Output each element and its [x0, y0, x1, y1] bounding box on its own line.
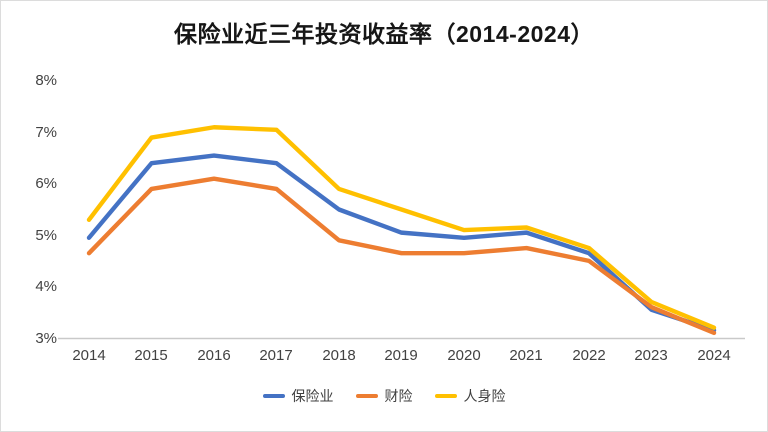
legend-line-swatch-yellow	[434, 394, 457, 398]
y-tick-8: 8%	[35, 72, 57, 89]
x-tick-2024: 2024	[697, 347, 731, 364]
y-tick-7: 7%	[35, 124, 57, 141]
legend-label: 保险业	[291, 388, 334, 404]
legend-item-life-insurance: 人身险	[434, 386, 506, 406]
x-tick-2014: 2014	[72, 347, 106, 364]
legend-label: 财险	[384, 388, 413, 404]
x-tick-2023: 2023	[634, 347, 668, 364]
chart-line-series-0	[86, 153, 717, 333]
chart-title: 保险业近三年投资收益率（2014-2024）	[174, 21, 594, 47]
x-tick-2016: 2016	[197, 347, 231, 364]
chart-line-series-2	[86, 125, 717, 330]
y-tick-4: 4%	[35, 278, 57, 295]
chart-line-series-1	[86, 176, 717, 336]
x-tick-2022: 2022	[572, 347, 606, 364]
legend-line-swatch-blue	[262, 394, 285, 398]
x-tick-2015: 2015	[134, 347, 168, 364]
legend-label: 人身险	[463, 388, 506, 404]
chart-legend: 保险业 财险 人身险	[1, 386, 767, 406]
legend-item-property-insurance: 财险	[355, 386, 413, 406]
x-tick-2018: 2018	[322, 347, 356, 364]
y-tick-5: 5%	[35, 227, 57, 244]
x-tick-2020: 2020	[447, 347, 481, 364]
legend-line-swatch-orange	[355, 394, 378, 398]
x-tick-2017: 2017	[259, 347, 293, 364]
y-tick-6: 6%	[35, 175, 57, 192]
x-tick-2019: 2019	[384, 347, 418, 364]
legend-item-insurance-industry: 保险业	[262, 386, 334, 406]
y-tick-3: 3%	[35, 330, 57, 347]
x-tick-2021: 2021	[509, 347, 543, 364]
